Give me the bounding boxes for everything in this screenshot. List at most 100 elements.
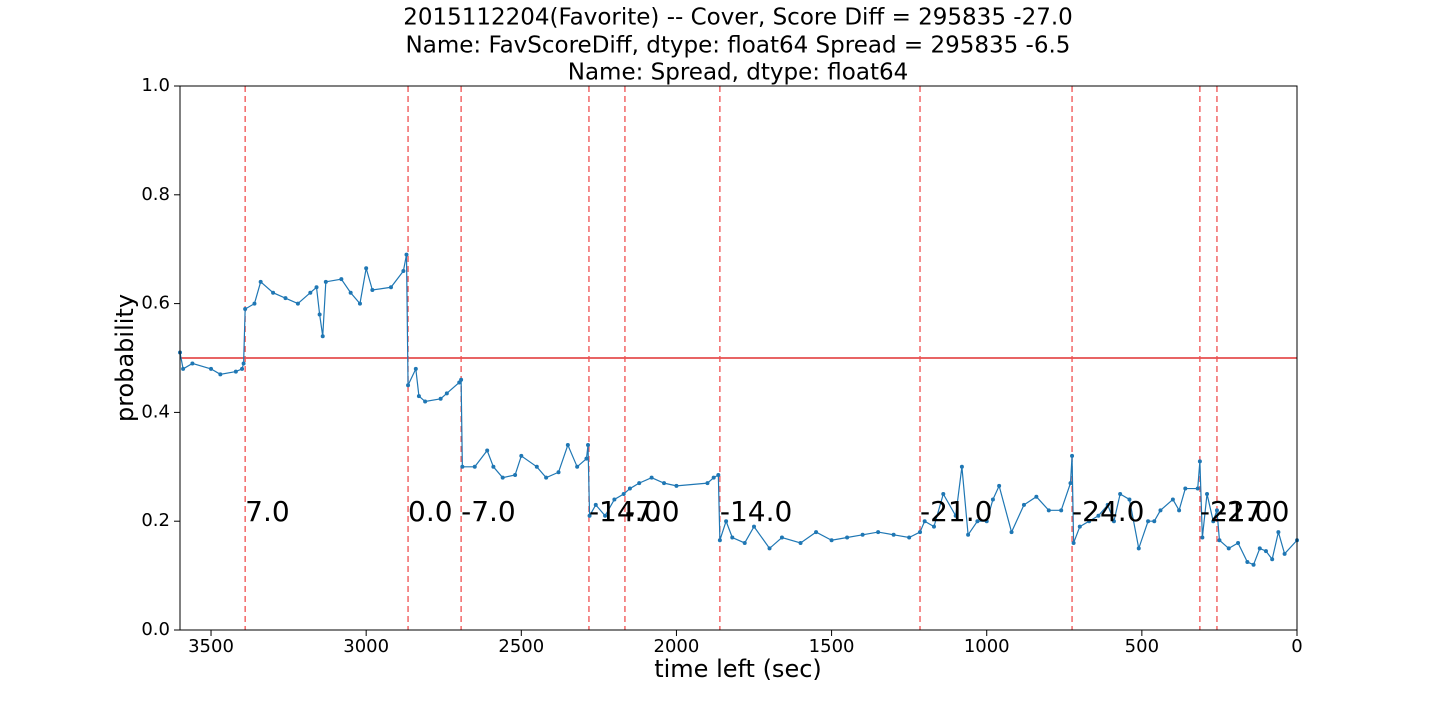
y-tick-label: 0.0 <box>141 619 170 640</box>
data-point <box>829 538 834 543</box>
data-point <box>181 366 186 371</box>
data-point <box>1214 508 1219 513</box>
data-point <box>814 530 819 535</box>
data-point <box>1177 508 1182 513</box>
data-point <box>621 492 626 496</box>
data-point <box>404 252 409 257</box>
data-point <box>1009 530 1014 535</box>
data-point <box>252 301 257 306</box>
data-point <box>283 296 288 301</box>
data-point <box>1170 497 1175 502</box>
data-point <box>662 481 667 486</box>
data-point <box>966 532 971 537</box>
data-point <box>1226 546 1231 551</box>
data-point <box>612 497 617 502</box>
data-point <box>243 307 248 312</box>
data-point <box>485 448 490 453</box>
data-point <box>941 492 946 496</box>
data-point <box>438 396 443 401</box>
x-tick-label: 2500 <box>498 636 544 657</box>
data-point <box>1096 513 1101 518</box>
data-point <box>637 481 642 486</box>
data-point <box>1282 551 1287 556</box>
chart-title: 2015112204(Favorite) -- Cover, Score Dif… <box>403 5 1073 31</box>
data-point <box>752 524 757 529</box>
data-point <box>364 266 369 271</box>
data-point <box>649 475 654 480</box>
data-point <box>627 486 632 491</box>
data-point <box>357 301 362 306</box>
y-tick-label: 0.4 <box>141 401 170 422</box>
annotation: -7.0 <box>625 495 680 528</box>
data-point <box>717 538 722 543</box>
data-point <box>513 472 518 477</box>
data-point <box>565 443 570 448</box>
data-point <box>1077 524 1082 529</box>
data-point <box>891 532 896 537</box>
data-point <box>1257 546 1262 551</box>
data-point <box>339 277 344 282</box>
annotation: 0.0 <box>408 495 453 528</box>
y-tick-label: 0.2 <box>141 510 170 531</box>
x-axis-label: time left (sec) <box>654 655 822 683</box>
data-point <box>1158 508 1163 513</box>
data-point <box>444 391 449 396</box>
data-point <box>798 540 803 545</box>
data-point <box>674 483 679 488</box>
data-point <box>190 361 195 366</box>
data-point <box>730 535 735 540</box>
data-point <box>308 290 313 295</box>
data-point <box>724 519 729 524</box>
data-point <box>711 475 716 480</box>
plot-frame <box>179 85 1298 631</box>
data-point <box>931 524 936 529</box>
data-point <box>491 464 496 469</box>
data-point <box>1021 502 1026 507</box>
data-point <box>1263 549 1268 554</box>
data-point <box>1068 481 1073 486</box>
data-point <box>556 470 561 475</box>
data-point <box>209 366 214 371</box>
x-tick-label: 2000 <box>654 636 700 657</box>
data-point <box>241 361 246 366</box>
data-point <box>1136 546 1141 551</box>
data-point <box>323 279 328 284</box>
data-point <box>500 475 505 480</box>
data-point <box>584 456 589 461</box>
data-point <box>1251 562 1256 567</box>
data-point <box>845 535 850 540</box>
y-axis-label: probability <box>111 294 139 422</box>
data-point <box>1195 486 1200 491</box>
data-point <box>218 372 223 377</box>
data-point <box>1146 519 1151 524</box>
x-tick-label: 1000 <box>964 636 1010 657</box>
data-point <box>907 535 912 540</box>
data-point <box>1205 492 1210 496</box>
annotation: -27.0 <box>1217 495 1289 528</box>
data-point <box>1105 502 1110 507</box>
data-point <box>767 546 772 551</box>
data-point <box>742 540 747 545</box>
data-point <box>586 443 591 448</box>
data-point <box>1270 557 1275 562</box>
data-point <box>1276 530 1281 535</box>
data-point <box>1046 508 1051 513</box>
data-point <box>460 464 465 469</box>
data-point <box>1152 519 1157 524</box>
data-point <box>1118 492 1123 496</box>
x-tick-label: 1500 <box>809 636 855 657</box>
data-point <box>314 285 319 290</box>
data-point <box>416 394 421 399</box>
x-tick-label: 500 <box>1125 636 1159 657</box>
data-point <box>1127 497 1132 502</box>
annotation: -14.0 <box>589 495 661 528</box>
data-point <box>534 464 539 469</box>
chart-title: Name: FavScoreDiff, dtype: float64 Sprea… <box>406 33 1071 59</box>
data-point <box>860 532 865 537</box>
data-point <box>876 530 881 535</box>
data-point <box>348 290 353 295</box>
data-point <box>1211 519 1216 524</box>
data-point <box>959 464 964 469</box>
data-point <box>922 519 927 524</box>
data-point <box>1059 508 1064 513</box>
